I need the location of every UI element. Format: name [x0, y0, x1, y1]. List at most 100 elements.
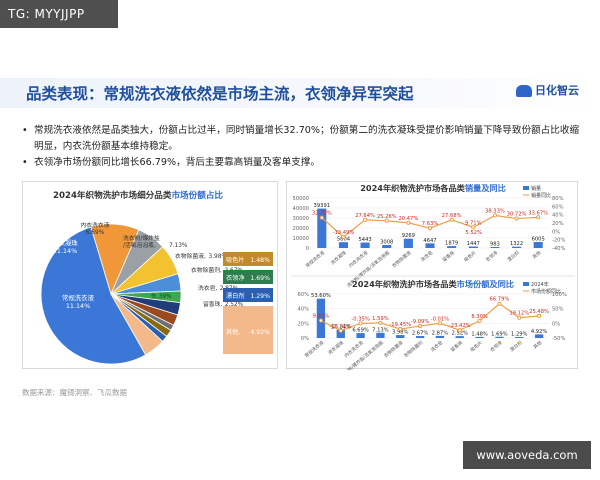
bar — [512, 246, 522, 248]
yoy-point — [338, 328, 343, 333]
x-tick-label: 衣领净 — [489, 339, 504, 353]
x-tick-label: 其他 — [531, 249, 543, 261]
left-tick-label: 20000 — [292, 226, 309, 232]
bar — [435, 335, 445, 338]
bar-value-label: 39391 — [314, 203, 331, 209]
watermark-bottom: www.aoveda.com — [463, 441, 591, 469]
pie-label-value: 失.39% — [151, 292, 172, 300]
bar — [382, 244, 392, 248]
yoy-value-label: 25.48% — [529, 309, 549, 315]
yoy-value-label: -19.45% — [389, 322, 411, 328]
bar-value-label: 983 — [490, 242, 500, 248]
yoy-value-label: 38.33% — [485, 208, 505, 214]
bar — [356, 333, 365, 338]
yoy-value-label: 27.64% — [355, 213, 375, 219]
x-tick-label: 衣物除菌剂 — [402, 339, 424, 359]
bar — [447, 246, 457, 248]
bar — [338, 242, 348, 248]
pie-label-value: 3.98% — [209, 254, 228, 260]
bar-value-label: 1.69% — [491, 331, 508, 337]
pie-label-name: 洗衣粉/爆炸盐 — [123, 234, 160, 242]
bar-value-label: 6.69% — [352, 328, 369, 334]
x-tick-label: 衣物除菌液 — [382, 339, 404, 359]
brand-logo: 日化智云 — [516, 82, 579, 98]
bar — [316, 298, 326, 338]
bar — [317, 208, 327, 248]
right-tick-label: -40% — [552, 246, 565, 252]
pie-label-value: 7.13% — [169, 243, 188, 249]
bar-value-label: 7.13% — [372, 327, 389, 333]
yoy-point — [398, 326, 403, 332]
pie-slice — [110, 293, 164, 356]
pie-label-name: 衣物除菌液, — [175, 252, 206, 260]
bar-value-label: 4.92% — [531, 329, 548, 335]
right-tick-label: 100% — [552, 292, 567, 298]
pie-label-name: /活氧泡泡瓶, — [123, 241, 156, 249]
combo-title-prefix: 2024年织物洗护市场各品类 — [352, 279, 457, 289]
yoy-value-label: -23.42% — [449, 323, 471, 329]
yoy-point — [536, 215, 541, 220]
yoy-value-label: -0.01% — [431, 316, 449, 322]
x-tick-label: 洗衣凝珠 — [326, 339, 345, 356]
pie-label-value: 6.69% — [86, 230, 105, 236]
watermark-top: TG: MYYJJPP — [0, 0, 118, 28]
x-tick-label: 洗衣凝珠 — [329, 249, 348, 266]
combo-title: 2024年织物洗护市场各品类市场份额及同比 — [352, 279, 514, 289]
yoy-point — [517, 315, 522, 320]
pie-callout-box — [223, 270, 273, 284]
legend-label: 2024年 — [531, 281, 549, 288]
pie-chart: 2024年织物洗护市场细分品类市场份额占比常规洗衣液11.14%洗衣凝珠11.1… — [40, 189, 273, 365]
x-tick-label: 漂白剂 — [508, 339, 523, 353]
combo-title-highlight: 销量及同比 — [465, 183, 506, 193]
yoy-point — [318, 318, 323, 323]
combo-title: 2024年织物洗护市场各品类销量及同比 — [360, 183, 506, 193]
right-tick-label: 50% — [552, 307, 564, 313]
bar-value-label: 3.98% — [392, 330, 409, 336]
right-tick-label: 0% — [552, 321, 560, 327]
pie-title-prefix: 2024年织物洗护市场细分品类 — [53, 189, 172, 201]
yoy-value-label: 19.12% — [509, 311, 529, 317]
x-tick-label: 洗衣皂 — [429, 339, 444, 353]
pie-callout-label: 吸色片 — [226, 256, 245, 264]
x-tick-label: 其他 — [532, 339, 544, 351]
bar-value-label: 9269 — [402, 233, 415, 239]
combo-title-prefix: 2024年织物洗护市场各品类 — [360, 183, 465, 193]
x-tick-label: 漂白剂 — [506, 249, 521, 263]
pie-label-name: 留香珠, — [203, 300, 222, 308]
bar — [495, 336, 504, 338]
bar-value-label: 3008 — [380, 239, 393, 245]
pie-label-name: 内衣洗衣液 — [81, 221, 110, 229]
x-tick-label: 吸色片 — [462, 249, 477, 263]
yoy-value-label: 5.52% — [465, 230, 482, 236]
yoy-point — [514, 216, 519, 221]
yoy-value-label: 30.72% — [507, 212, 527, 218]
yoy-point — [384, 218, 389, 223]
yoy-value-label: 1.59% — [372, 316, 389, 322]
yoy-point — [341, 234, 346, 240]
x-tick-label: 吸色片 — [469, 339, 484, 353]
bar — [475, 336, 484, 338]
yoy-point — [319, 215, 324, 220]
yoy-point — [477, 318, 482, 323]
yoy-point — [457, 328, 462, 333]
bar — [376, 332, 385, 338]
pie-callout-box — [223, 252, 273, 266]
pie-callout-value: 1.69% — [250, 275, 270, 282]
left-tick-label: 30000 — [292, 216, 309, 222]
right-tick-label: 40% — [552, 213, 564, 219]
legend-label: 销量同比 — [531, 192, 551, 199]
brand-logo-text: 日化智云 — [535, 84, 579, 97]
bar — [515, 337, 524, 338]
yoy-value-label: -9.09% — [411, 319, 429, 325]
combo-title-highlight: 市场份额及同比 — [457, 279, 514, 289]
yoy-value-label: 33.67% — [528, 210, 548, 216]
pie-chart-panel: 2024年织物洗护市场细分品类市场份额占比 常规洗衣液 11.14% 洗衣凝珠 11.1… — [22, 181, 278, 369]
yoy-value-label: -13.49% — [333, 230, 355, 236]
pie-label-value: 2.52% — [225, 302, 244, 308]
yoy-point — [418, 323, 423, 329]
left-tick-label: 40000 — [292, 206, 309, 212]
bar — [468, 246, 478, 248]
yoy-point — [492, 213, 497, 218]
yoy-point — [363, 217, 368, 222]
yoy-point — [358, 321, 363, 326]
